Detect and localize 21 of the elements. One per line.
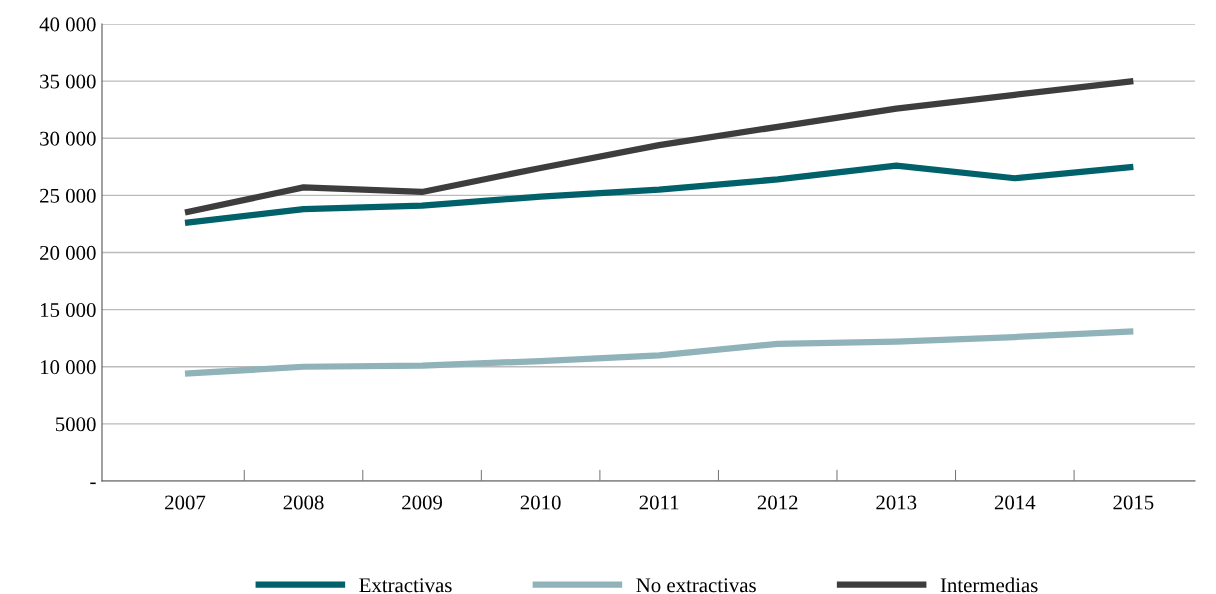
x-tick-label: 2015 — [1113, 495, 1154, 510]
x-tick-label: 2007 — [165, 495, 206, 510]
y-tick-label: 30 000 — [40, 131, 96, 146]
x-tick-label: 2014 — [994, 495, 1036, 510]
y-tick-label: 25 000 — [40, 188, 96, 203]
y-tick-label: 5000 — [55, 417, 96, 432]
legend-label: Extractivas — [359, 578, 452, 593]
x-tick-label: 2011 — [639, 495, 679, 510]
x-tick-label: 2009 — [402, 495, 443, 510]
x-tick-label: 2013 — [876, 495, 917, 510]
legend-label: No extractivas — [636, 578, 756, 593]
y-tick-label: - — [90, 482, 96, 485]
y-tick-label: 10 000 — [40, 360, 96, 375]
y-tick-label: 35 000 — [40, 74, 96, 89]
legend-label: Intermedias — [940, 577, 1038, 593]
y-tick-label: 20 000 — [40, 245, 96, 260]
x-tick-label: 2010 — [520, 495, 561, 510]
x-tick-label: 2008 — [283, 495, 324, 510]
x-tick-label: 2012 — [757, 495, 798, 510]
y-tick-label: 40 000 — [39, 17, 96, 32]
y-tick-label: 15 000 — [40, 303, 96, 318]
